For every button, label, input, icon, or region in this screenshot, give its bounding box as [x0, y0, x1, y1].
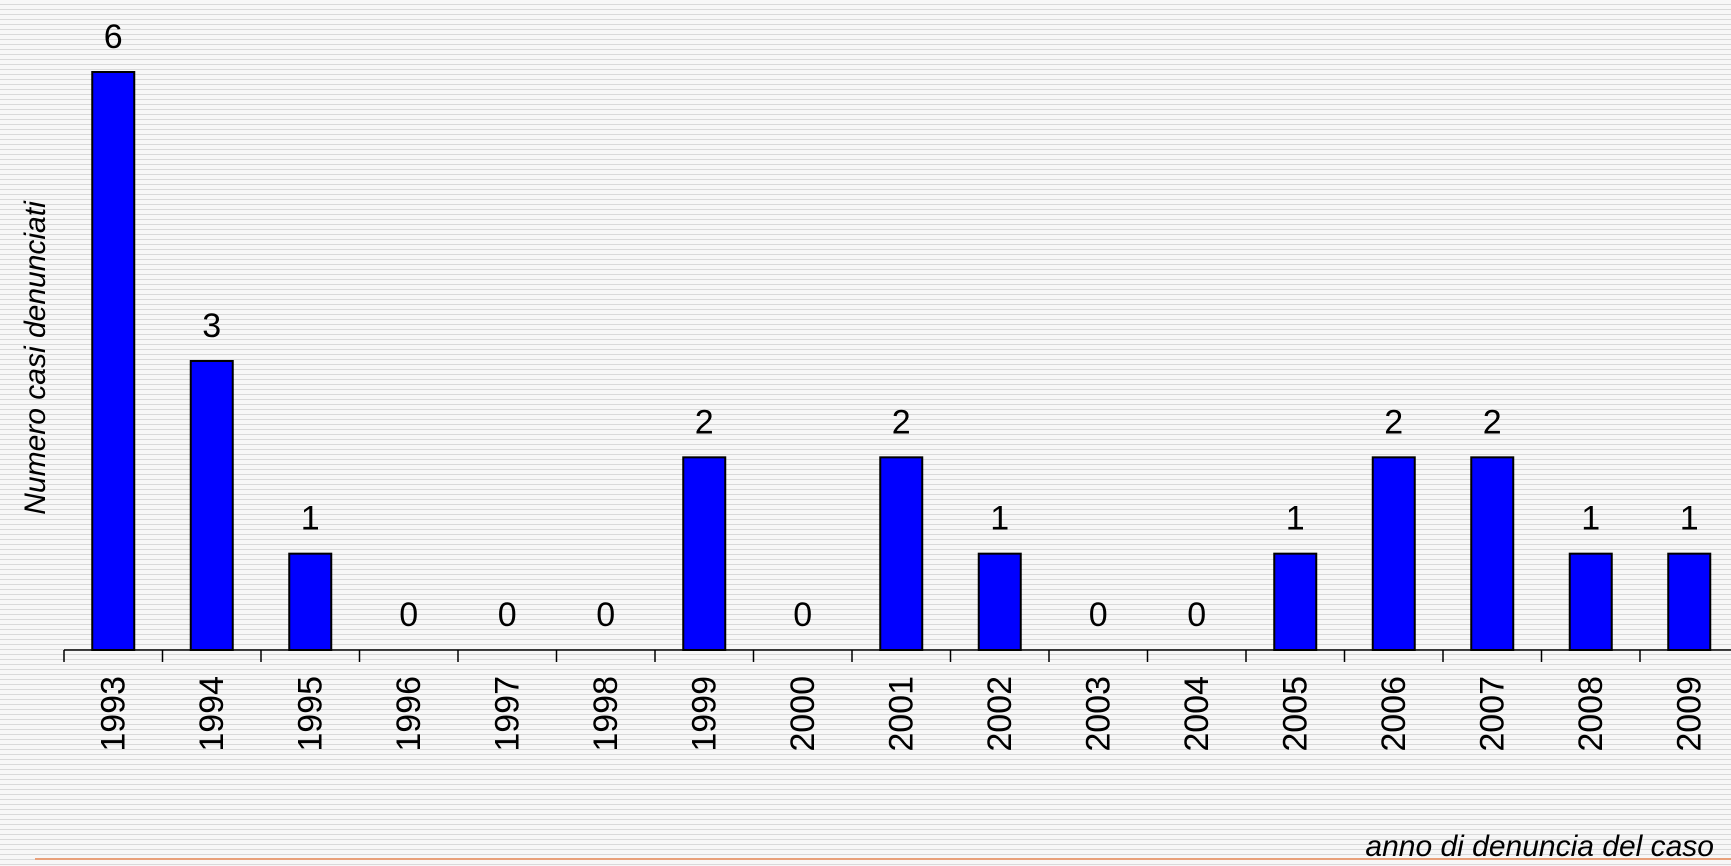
- bar-2002: [977, 552, 1022, 652]
- tick-label-2008: 2008: [1572, 676, 1610, 752]
- bar-1993: [91, 71, 136, 651]
- tick-label-1998: 1998: [587, 676, 625, 752]
- x-axis-tick-labels: 1993 1994 1995 1996 1997 1998 1999 2000 2001 2002…: [94, 676, 1708, 752]
- footer-divider: [35, 858, 1731, 860]
- value-label-1996: 0: [399, 596, 418, 634]
- x-axis-label: anno di denuncia del caso: [1365, 830, 1714, 863]
- value-label-1999: 2: [695, 403, 714, 441]
- bar-2009: [1667, 552, 1712, 652]
- bar-2008: [1568, 552, 1613, 652]
- tick-label-2000: 2000: [784, 676, 822, 752]
- tick-label-2002: 2002: [981, 676, 1019, 752]
- value-label-2003: 0: [1089, 596, 1108, 634]
- bar-2005: [1273, 552, 1318, 652]
- value-label-2005: 1: [1286, 500, 1305, 538]
- tick-label-2007: 2007: [1473, 676, 1511, 752]
- y-axis-label: Numero casi denunciati: [19, 201, 52, 515]
- tick-label-1996: 1996: [390, 676, 428, 752]
- tick-label-1993: 1993: [94, 676, 132, 752]
- value-label-2002: 1: [990, 500, 1009, 538]
- tick-label-2003: 2003: [1079, 676, 1117, 752]
- value-label-2000: 0: [793, 596, 812, 634]
- value-label-2006: 2: [1384, 403, 1403, 441]
- value-label-1997: 0: [498, 596, 517, 634]
- value-label-2004: 0: [1187, 596, 1206, 634]
- value-label-2007: 2: [1483, 403, 1502, 441]
- bar-1999: [682, 456, 727, 652]
- value-label-1998: 0: [596, 596, 615, 634]
- value-label-1994: 3: [202, 307, 221, 345]
- value-label-2001: 2: [892, 403, 911, 441]
- value-labels-layer: 6 3 1 0 0 0 2 0 2 1 0 0 1 2 2 1 1: [104, 18, 1699, 634]
- tick-label-2001: 2001: [882, 676, 920, 752]
- tick-label-2009: 2009: [1670, 676, 1708, 752]
- value-label-2009: 1: [1680, 500, 1699, 538]
- tick-label-2006: 2006: [1375, 676, 1413, 752]
- bar-2001: [879, 456, 924, 652]
- value-label-1995: 1: [301, 500, 320, 538]
- bar-1995: [288, 552, 333, 652]
- tick-label-1995: 1995: [291, 676, 329, 752]
- value-label-2008: 1: [1581, 500, 1600, 538]
- tick-label-1999: 1999: [685, 676, 723, 752]
- tick-label-2005: 2005: [1276, 676, 1314, 752]
- bar-2006: [1371, 456, 1416, 652]
- tick-label-1994: 1994: [193, 676, 231, 752]
- bars-layer: [91, 71, 1712, 652]
- tick-label-1997: 1997: [488, 676, 526, 752]
- x-axis-ticks: [63, 650, 1641, 662]
- bar-2007: [1470, 456, 1515, 652]
- tick-label-2004: 2004: [1178, 676, 1216, 752]
- value-label-1993: 6: [104, 18, 123, 56]
- bar-1994: [189, 360, 234, 651]
